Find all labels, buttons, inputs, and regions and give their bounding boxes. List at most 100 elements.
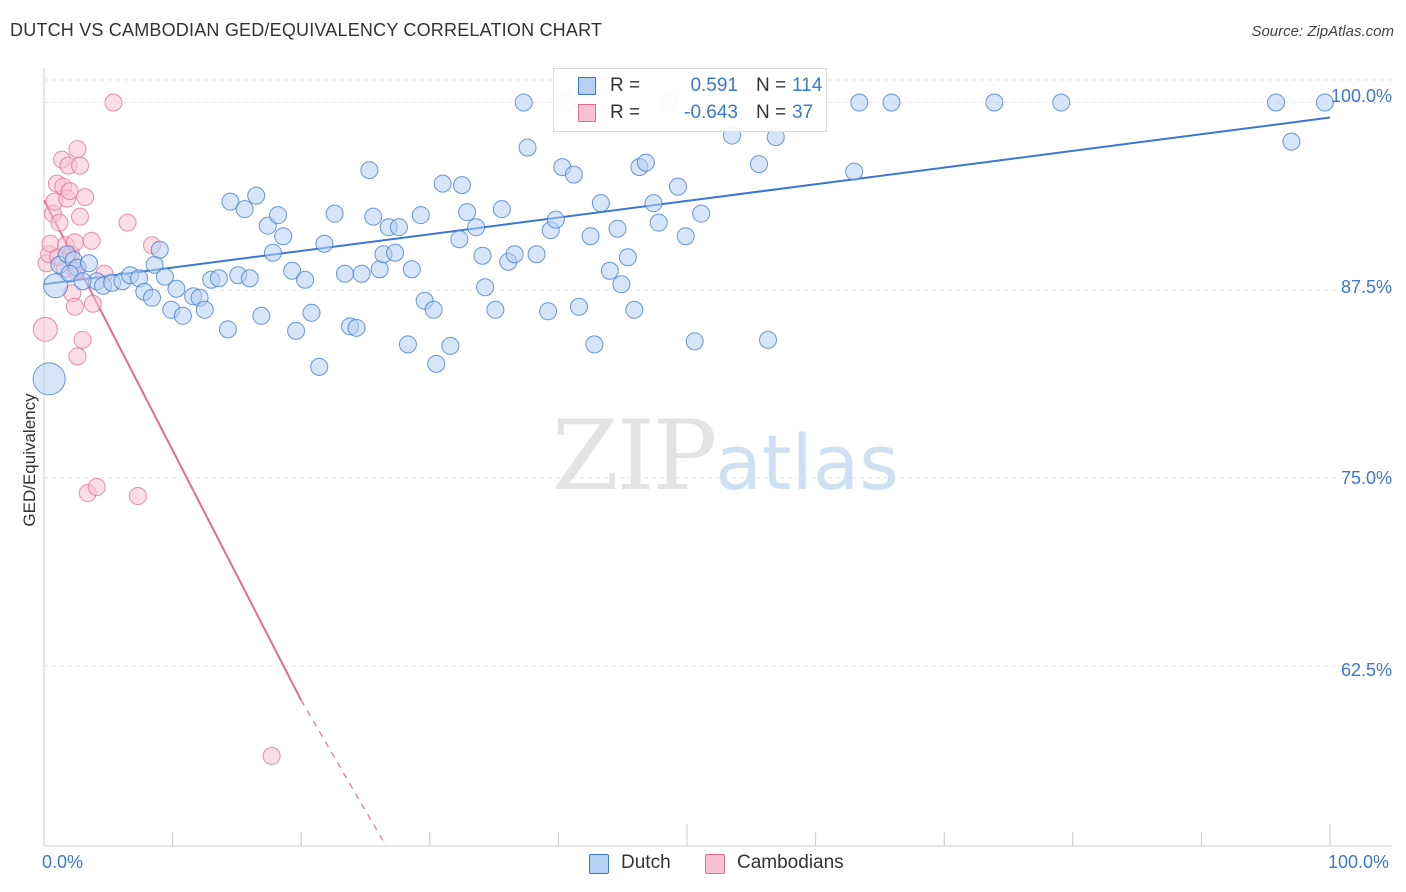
watermark-zip: ZIP: [552, 400, 717, 512]
dutch-point: [427, 354, 446, 373]
dutch-point: [625, 300, 644, 319]
legend-dutch-label: Dutch: [621, 852, 671, 873]
dutch-point: [850, 93, 869, 112]
axes: [43, 68, 1392, 847]
dutch-point: [402, 260, 421, 279]
dutch-point: [668, 177, 687, 196]
dutch-point: [150, 240, 169, 259]
dutch-point: [386, 243, 405, 262]
legend-dutch-swatch: [589, 854, 609, 874]
dutch-point: [398, 335, 417, 354]
dutch-point: [985, 93, 1004, 112]
y-tick-label-87-5: 87.5%: [1340, 277, 1392, 297]
dutch-point: [364, 207, 383, 226]
gridlines: [44, 79, 1392, 667]
dutch-point: [585, 335, 604, 354]
cambodians-point: [71, 207, 90, 226]
cambodians-r-value: -0.643: [684, 102, 738, 123]
chart-title: DUTCH VS CAMBODIAN GED/EQUIVALENCY CORRE…: [10, 20, 603, 40]
dutch-point: [608, 219, 627, 238]
dutch-r-label: R =: [610, 75, 641, 96]
dutch-point: [1315, 93, 1334, 112]
dutch-point: [591, 194, 610, 213]
dutch-point: [269, 206, 288, 225]
cambodians-point: [68, 140, 87, 159]
trend-lines: [43, 116, 1331, 847]
dutch-point: [467, 218, 486, 237]
stats-legend: R = 0.591 N = 114 R = -0.643 N = 37: [553, 68, 827, 132]
dutch-point: [492, 200, 511, 219]
cambodians-point: [87, 478, 106, 497]
dutch-point: [1282, 132, 1301, 151]
cambodians-point: [73, 330, 92, 349]
dutch-point: [360, 161, 379, 180]
cambodians-n-label: N =: [756, 102, 787, 123]
dutch-point: [73, 272, 92, 291]
dutch-point: [692, 204, 711, 223]
y-tick-label-100: 100.0%: [1330, 86, 1392, 106]
dutch-point: [750, 155, 769, 174]
dutch-point: [411, 206, 430, 225]
cambodians-point: [60, 182, 79, 201]
legend-cambodians-label: Cambodians: [737, 852, 844, 873]
dutch-point: [882, 93, 901, 112]
cambodians-point: [71, 156, 90, 175]
dutch-point: [1052, 93, 1071, 112]
dutch-point: [649, 213, 668, 232]
y-tick-label-75: 75.0%: [1340, 468, 1392, 488]
source-label: Source: ZipAtlas.com: [1251, 23, 1394, 40]
dutch-point: [347, 318, 366, 337]
y-axis-label: GED/Equivalency: [20, 393, 39, 527]
cambodians-point: [76, 188, 95, 207]
dutch-point: [143, 288, 162, 307]
dutch-point: [441, 336, 460, 355]
cambodians-trend-extension: [300, 700, 387, 847]
cambodians-point: [104, 93, 123, 112]
dutch-trend-line: [43, 116, 1331, 286]
dutch-point: [685, 332, 704, 351]
dutch-point: [644, 194, 663, 213]
dutch-point: [325, 204, 344, 223]
dutch-point: [564, 165, 583, 184]
cambodians-point: [50, 213, 69, 232]
dutch-point: [296, 270, 315, 289]
dutch-point: [167, 279, 186, 298]
dutch-point: [518, 138, 537, 157]
dutch-point: [274, 227, 293, 246]
cambodians-point: [32, 316, 58, 342]
dutch-point: [247, 186, 266, 205]
cambodians-n-value: 37: [792, 102, 814, 123]
cambodians-point: [65, 297, 84, 316]
cambodians-point: [68, 347, 87, 366]
dutch-points: [32, 93, 1334, 396]
dutch-point: [302, 303, 321, 322]
cambodians-point: [83, 294, 102, 313]
dutch-r-value: 0.591: [690, 75, 738, 96]
watermark: ZIPatlas: [552, 400, 899, 512]
dutch-point: [612, 275, 631, 294]
dutch-point: [315, 234, 334, 253]
dutch-point: [352, 264, 371, 283]
dutch-point: [539, 302, 558, 321]
dutch-point: [676, 227, 695, 246]
dutch-point: [618, 248, 637, 267]
dutch-point: [636, 153, 655, 172]
dutch-point: [486, 300, 505, 319]
dutch-point: [155, 267, 174, 286]
dutch-point: [424, 300, 443, 319]
dutch-point: [527, 245, 546, 264]
dutch-point: [600, 261, 619, 280]
cambodians-points: [32, 93, 281, 765]
cambodians-point: [118, 213, 137, 232]
cambodians-point: [128, 487, 147, 506]
cambodians-point: [262, 746, 281, 765]
dutch-n-label: N =: [756, 75, 787, 96]
dutch-point: [195, 300, 214, 319]
watermark-atlas: atlas: [715, 418, 899, 507]
dutch-point: [32, 362, 66, 396]
dutch-point: [458, 203, 477, 222]
dutch-point: [759, 330, 778, 349]
dutch-point: [370, 260, 389, 279]
dutch-point: [43, 273, 69, 299]
dutch-point: [569, 297, 588, 316]
